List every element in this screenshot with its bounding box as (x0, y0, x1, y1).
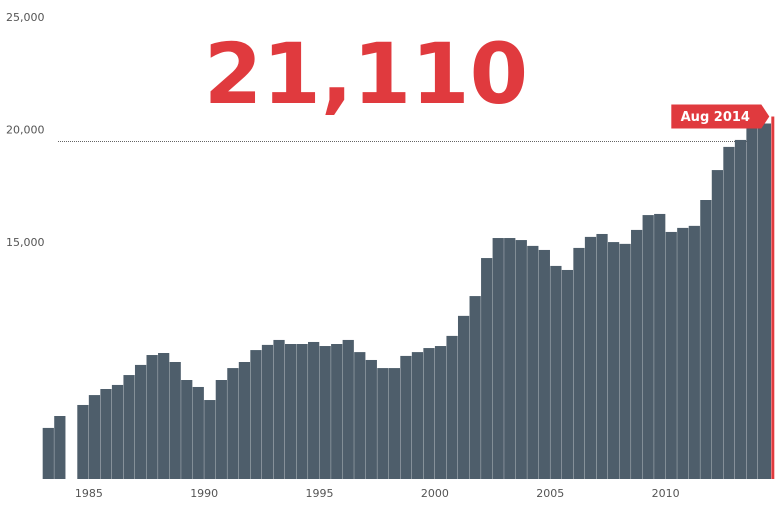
bar (134, 364, 147, 479)
bar (757, 123, 772, 479)
bar (550, 265, 562, 479)
bar (308, 341, 320, 479)
y-tick-label: 25,000 (6, 11, 45, 24)
bar (100, 389, 112, 479)
bar (561, 269, 574, 479)
bar (584, 236, 597, 479)
bar (607, 242, 620, 479)
bar (388, 368, 401, 479)
bar (342, 339, 354, 479)
bar (573, 247, 585, 479)
bar (515, 240, 527, 479)
y-tick-label: 15,000 (6, 236, 45, 249)
callout-box (671, 104, 770, 129)
callout-label: Aug 2014 (681, 110, 750, 125)
bar (123, 375, 135, 479)
bar (746, 119, 758, 480)
bar (204, 400, 216, 479)
bar (181, 380, 193, 479)
bar (354, 352, 366, 479)
bar (596, 233, 608, 479)
bar (158, 353, 170, 479)
bar (527, 245, 539, 479)
bar (481, 258, 493, 479)
x-tick-label: 1985 (75, 487, 103, 500)
bar (296, 344, 308, 479)
bar (192, 386, 204, 479)
bar (469, 296, 481, 479)
bar (261, 344, 274, 479)
bar (538, 249, 550, 479)
bar (377, 368, 389, 479)
bar (250, 350, 262, 479)
headline: 21,110 (204, 25, 528, 123)
bar (88, 395, 101, 479)
x-tick-label: 2010 (652, 487, 680, 500)
bar (457, 315, 470, 479)
bar (619, 243, 631, 479)
bar (688, 225, 700, 479)
bar (434, 346, 447, 479)
bar (492, 238, 504, 479)
bar (504, 238, 516, 479)
bar (331, 344, 343, 479)
bar (734, 139, 747, 480)
x-tick-label: 2005 (536, 487, 564, 500)
bar (77, 404, 89, 479)
bar (654, 213, 666, 479)
bar (215, 380, 227, 479)
bar (273, 339, 285, 479)
highlight-bar (771, 116, 775, 480)
bar (146, 355, 158, 479)
bar (169, 362, 181, 479)
bar (238, 362, 251, 479)
bar (411, 352, 424, 479)
x-tick-label: 1995 (306, 487, 334, 500)
bar (400, 355, 412, 479)
bar (446, 335, 458, 479)
bar (642, 215, 654, 479)
bar (700, 200, 712, 479)
bar (711, 170, 724, 479)
bar (42, 427, 54, 479)
y-tick-label: 20,000 (6, 124, 45, 137)
bar (54, 416, 66, 479)
bar (111, 384, 124, 479)
x-tick-label: 1990 (190, 487, 218, 500)
bar (284, 344, 297, 479)
bar (723, 146, 735, 479)
bar (665, 231, 677, 479)
bar (423, 348, 435, 479)
bar (365, 359, 377, 479)
bar (319, 346, 331, 479)
bar (631, 229, 643, 479)
bar (227, 368, 239, 479)
bar (677, 227, 689, 479)
x-tick-label: 2000 (421, 487, 449, 500)
